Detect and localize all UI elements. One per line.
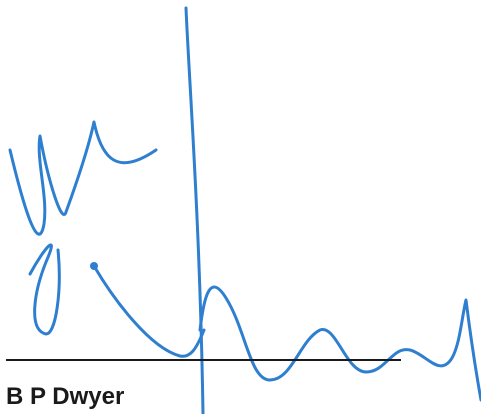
signer-name: B P Dwyer: [6, 383, 125, 410]
ink-dot: [90, 262, 98, 270]
signature-line: [6, 359, 401, 361]
